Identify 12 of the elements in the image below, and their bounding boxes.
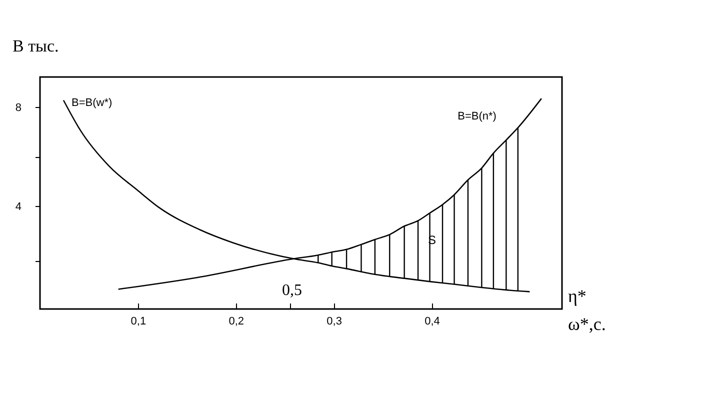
y-axis-title: В тыс. — [12, 36, 59, 56]
series-label: B=B(w*) — [72, 97, 112, 110]
y-tick-label: 8 — [15, 102, 22, 114]
x-axis-title: ω*,с. — [568, 314, 606, 334]
text: η* — [568, 286, 586, 306]
x-tick-label: 0,4 — [424, 316, 440, 328]
x-tick-label: 0,2 — [228, 316, 244, 328]
series-label: B=B(n*) — [458, 110, 496, 123]
y-tick-label: 4 — [15, 200, 22, 213]
annotation: 0,5 — [282, 282, 302, 299]
x-tick-label: 0,3 — [326, 316, 342, 328]
x-tick-label: 0,1 — [130, 316, 146, 328]
